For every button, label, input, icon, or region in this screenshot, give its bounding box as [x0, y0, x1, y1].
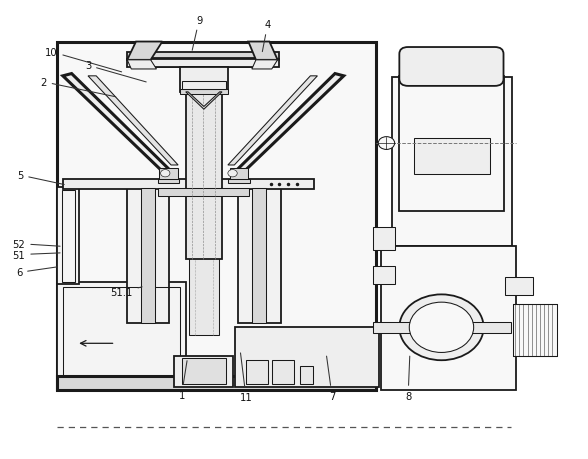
Bar — [229, 179, 249, 184]
Polygon shape — [186, 93, 222, 110]
Polygon shape — [228, 77, 318, 166]
Bar — [230, 169, 248, 180]
Text: 51.1: 51.1 — [110, 287, 142, 297]
Bar — [174, 356, 232, 387]
Text: 10: 10 — [45, 47, 122, 73]
Bar — [158, 179, 179, 184]
Bar — [272, 360, 294, 384]
Bar — [141, 189, 155, 323]
Bar — [180, 90, 228, 95]
Bar — [180, 67, 228, 93]
Polygon shape — [88, 77, 178, 166]
Bar — [513, 304, 557, 356]
Text: 51: 51 — [12, 250, 60, 260]
Text: 1: 1 — [178, 361, 187, 400]
Bar — [399, 77, 503, 211]
Bar — [300, 366, 313, 384]
Bar — [62, 191, 75, 282]
Text: 8: 8 — [405, 356, 411, 401]
Bar — [182, 82, 226, 90]
Circle shape — [161, 170, 170, 178]
Bar — [246, 360, 268, 384]
Text: 4: 4 — [262, 20, 271, 52]
Bar — [252, 189, 266, 323]
Bar — [182, 358, 226, 384]
Bar — [238, 189, 280, 323]
Bar — [392, 78, 512, 247]
Bar — [189, 187, 219, 336]
Text: 9: 9 — [192, 16, 202, 51]
Circle shape — [378, 137, 395, 150]
Bar — [57, 188, 79, 284]
Bar — [127, 60, 279, 67]
Bar — [186, 93, 222, 259]
Bar — [127, 52, 279, 61]
Text: 5: 5 — [17, 171, 64, 185]
Polygon shape — [252, 61, 278, 70]
Circle shape — [399, 295, 483, 360]
Bar — [57, 376, 376, 390]
Polygon shape — [232, 74, 344, 175]
Bar — [373, 227, 395, 250]
Polygon shape — [63, 74, 174, 175]
Circle shape — [228, 170, 237, 178]
Polygon shape — [127, 42, 162, 61]
Bar — [235, 328, 379, 387]
Text: 6: 6 — [16, 267, 57, 278]
Bar — [380, 246, 516, 390]
Text: 2: 2 — [41, 78, 116, 98]
Bar — [136, 59, 270, 67]
Bar — [158, 189, 249, 196]
Text: 7: 7 — [326, 356, 335, 401]
Polygon shape — [248, 42, 278, 61]
Bar — [127, 189, 169, 323]
Polygon shape — [127, 61, 156, 70]
Polygon shape — [404, 65, 497, 78]
Bar — [57, 42, 376, 389]
Circle shape — [409, 302, 474, 353]
Bar — [159, 169, 178, 180]
Bar — [414, 138, 490, 175]
Bar — [57, 283, 186, 387]
Bar — [63, 179, 315, 190]
Text: 52: 52 — [12, 239, 60, 249]
Bar — [63, 287, 180, 382]
Bar — [373, 266, 395, 284]
Text: 11: 11 — [240, 353, 252, 403]
Bar — [505, 277, 533, 296]
Text: 3: 3 — [85, 61, 146, 83]
FancyBboxPatch shape — [399, 48, 503, 87]
Bar — [373, 322, 510, 333]
